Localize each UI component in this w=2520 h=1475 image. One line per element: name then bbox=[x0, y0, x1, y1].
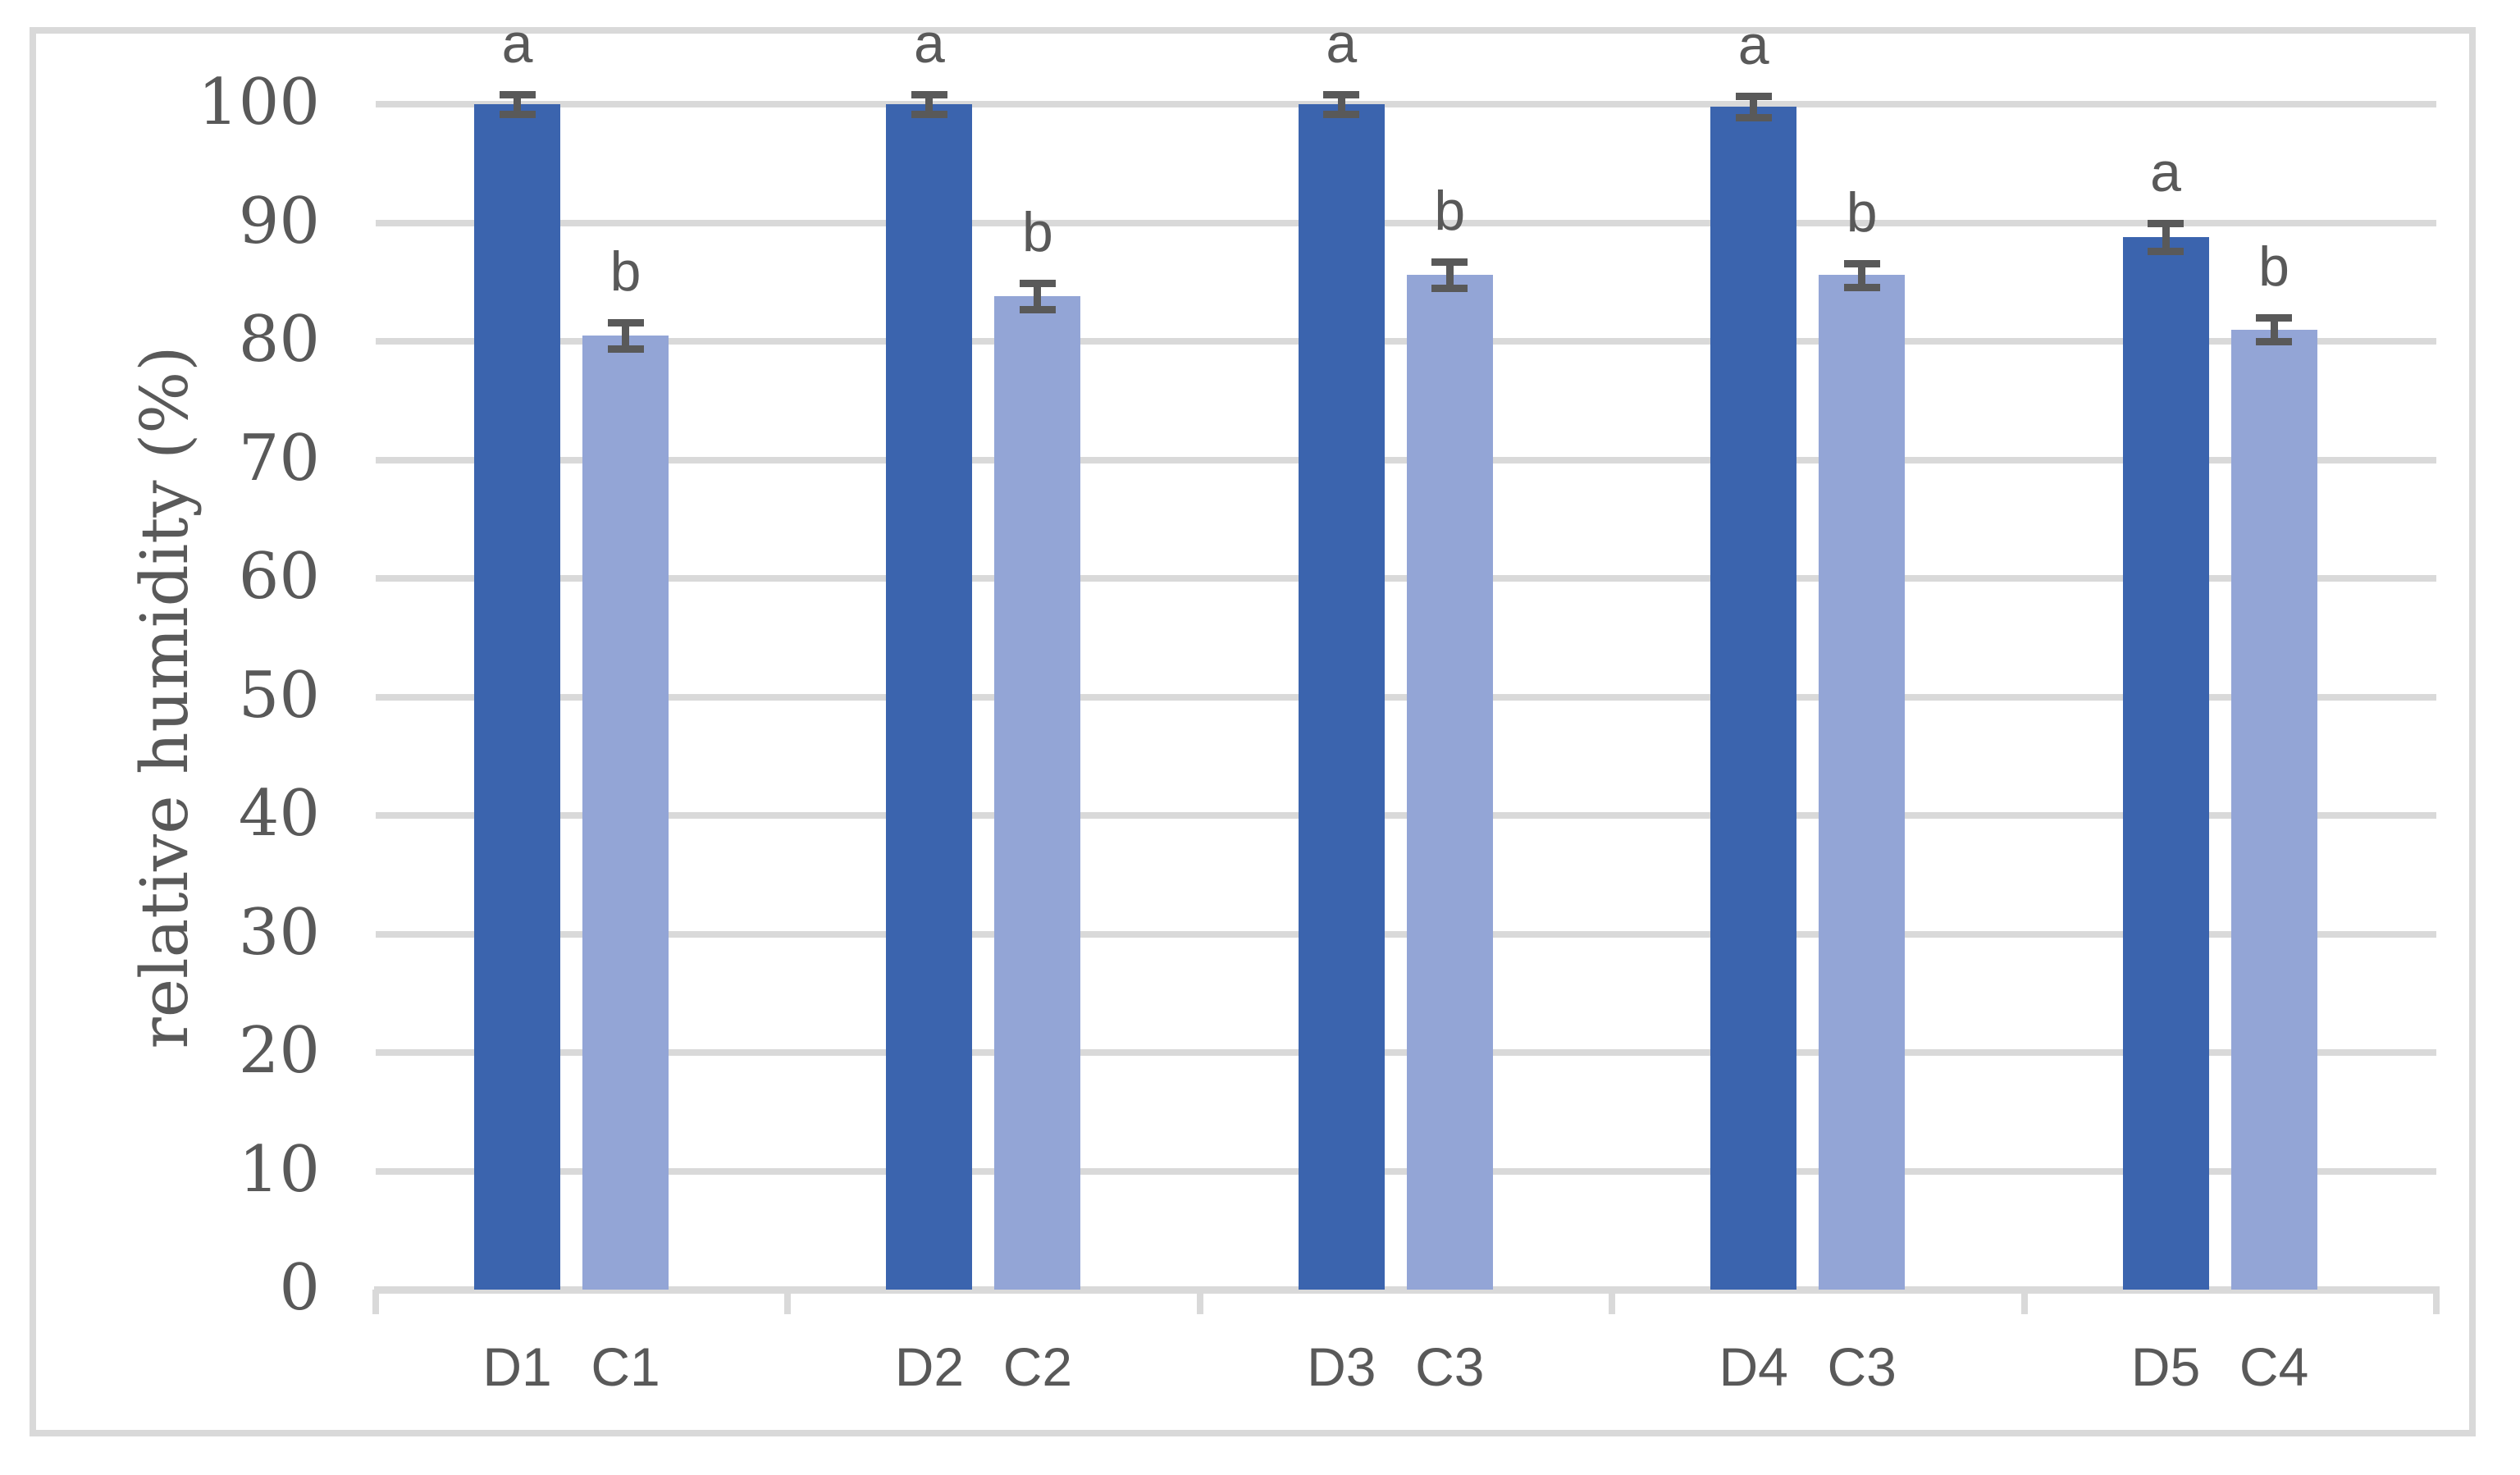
y-tick-label: 60 bbox=[238, 540, 320, 614]
x-axis-tick bbox=[1609, 1290, 1616, 1314]
error-bar-line bbox=[622, 322, 629, 349]
bar bbox=[2122, 236, 2209, 1290]
x-tick-label: C3 bbox=[1827, 1336, 1897, 1397]
bar bbox=[994, 296, 1081, 1290]
x-axis-tick bbox=[372, 1290, 379, 1314]
bar bbox=[2230, 329, 2317, 1290]
gridline bbox=[376, 693, 2436, 701]
y-tick-label: 90 bbox=[238, 184, 320, 258]
x-tick-label: D2 bbox=[894, 1336, 965, 1397]
error-bar-cap-bottom bbox=[2256, 338, 2293, 345]
gridline bbox=[376, 456, 2436, 464]
error-bar-cap-top bbox=[1843, 259, 1880, 267]
error-bar-line bbox=[2270, 317, 2278, 341]
x-tick-label: D1 bbox=[482, 1336, 552, 1397]
significance-letter: b bbox=[2258, 235, 2289, 299]
bar bbox=[474, 104, 560, 1290]
error-bar-cap-top bbox=[607, 318, 644, 327]
gridline bbox=[376, 1049, 2436, 1056]
significance-letter: a bbox=[1737, 13, 1769, 76]
y-tick-label: 20 bbox=[238, 1014, 320, 1089]
bar bbox=[1819, 275, 1906, 1290]
significance-letter: b bbox=[1021, 201, 1053, 264]
x-axis-tick bbox=[784, 1290, 792, 1314]
significance-letter: b bbox=[1846, 180, 1878, 244]
error-bar-cap-top bbox=[1735, 92, 1772, 100]
error-bar-cap-bottom bbox=[1735, 113, 1772, 121]
error-bar-line bbox=[514, 94, 521, 114]
x-tick-label: D4 bbox=[1719, 1336, 1788, 1397]
error-bar-cap-top bbox=[1019, 280, 1056, 288]
error-bar-line bbox=[2162, 222, 2170, 252]
y-tick-label: 30 bbox=[238, 895, 320, 970]
error-bar-cap-top bbox=[499, 91, 536, 99]
error-bar-line bbox=[925, 94, 934, 114]
y-tick-label: 40 bbox=[238, 777, 320, 852]
x-tick-label: C2 bbox=[1002, 1336, 1073, 1397]
error-bar-cap-top bbox=[2148, 219, 2184, 227]
gridline bbox=[376, 575, 2436, 582]
x-axis-tick bbox=[1196, 1290, 1203, 1314]
y-tick-label: 0 bbox=[279, 1251, 320, 1326]
error-bar-cap-bottom bbox=[911, 110, 947, 118]
figure-border bbox=[30, 27, 2476, 1436]
bar bbox=[1406, 275, 1493, 1290]
y-tick-label: 50 bbox=[238, 658, 320, 733]
x-axis-tick bbox=[2020, 1290, 2028, 1314]
error-bar-cap-bottom bbox=[1019, 305, 1056, 313]
error-bar-line bbox=[1858, 263, 1866, 287]
gridline bbox=[376, 1167, 2436, 1175]
gridline bbox=[376, 219, 2436, 226]
significance-letter: a bbox=[913, 12, 945, 75]
x-tick-label: C1 bbox=[591, 1336, 660, 1397]
gridline bbox=[376, 812, 2436, 819]
error-bar-cap-bottom bbox=[2148, 248, 2184, 256]
gridline bbox=[376, 101, 2436, 107]
significance-letter: b bbox=[1434, 180, 1466, 243]
bar bbox=[582, 335, 669, 1290]
x-tick-label: D5 bbox=[2130, 1336, 2201, 1397]
x-tick-label: C4 bbox=[2239, 1336, 2309, 1397]
error-bar-line bbox=[1445, 262, 1454, 288]
error-bar-line bbox=[1034, 283, 1042, 309]
error-bar-line bbox=[1750, 95, 1758, 117]
x-tick-label: C3 bbox=[1415, 1336, 1485, 1397]
error-bar-cap-bottom bbox=[499, 110, 536, 118]
significance-letter: b bbox=[609, 240, 641, 303]
error-bar-cap-top bbox=[2256, 314, 2293, 322]
error-bar-cap-top bbox=[1323, 91, 1360, 99]
bar bbox=[1710, 106, 1797, 1290]
error-bar-cap-bottom bbox=[1843, 283, 1880, 291]
y-tick-label: 10 bbox=[238, 1132, 320, 1207]
significance-letter: a bbox=[501, 12, 533, 75]
gridline bbox=[376, 338, 2436, 345]
y-tick-label: 80 bbox=[238, 303, 320, 377]
error-bar-line bbox=[1337, 94, 1345, 114]
error-bar-cap-top bbox=[911, 91, 947, 99]
error-bar-cap-bottom bbox=[607, 345, 644, 353]
y-tick-label: 100 bbox=[198, 66, 320, 140]
x-axis-line bbox=[374, 1286, 2440, 1294]
bar bbox=[1298, 104, 1385, 1290]
error-bar-cap-bottom bbox=[1323, 110, 1360, 118]
bar bbox=[886, 104, 973, 1290]
gridline bbox=[376, 930, 2436, 938]
significance-letter: a bbox=[2150, 140, 2181, 203]
x-axis-tick bbox=[2433, 1290, 2440, 1314]
y-tick-label: 70 bbox=[238, 421, 320, 495]
error-bar-cap-bottom bbox=[1431, 284, 1468, 292]
significance-letter: a bbox=[1326, 12, 1358, 75]
error-bar-cap-top bbox=[1431, 258, 1468, 267]
x-tick-label: D3 bbox=[1307, 1336, 1376, 1397]
